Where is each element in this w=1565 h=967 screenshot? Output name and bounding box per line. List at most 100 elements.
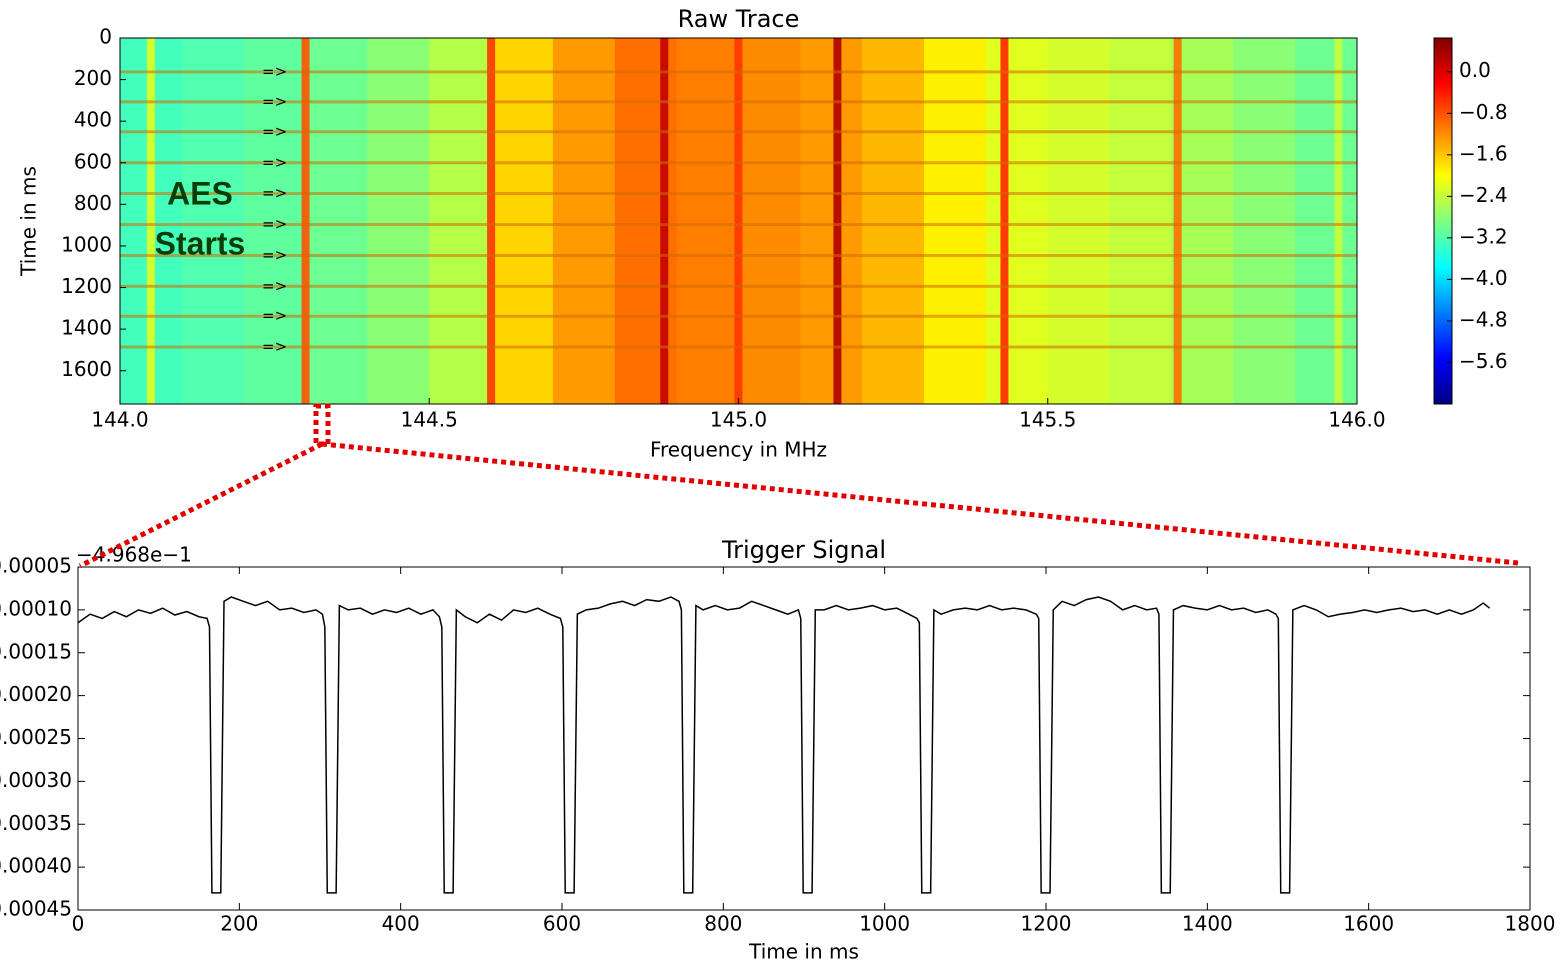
x-tick-label: 1000 <box>859 912 910 936</box>
spectrogram: => => => => => => => => => => AES Starts 144.0 144.5 1… <box>17 5 1508 462</box>
colorbar-tick-label: −2.4 <box>1459 183 1508 207</box>
aes-arrow: => <box>262 338 287 356</box>
y-tick-label: −0.00040 <box>0 854 72 878</box>
heat-cell <box>181 38 245 404</box>
y-tick-label: 1400 <box>61 316 112 340</box>
spectral-line <box>1173 38 1182 404</box>
x-tick-label: 800 <box>704 912 742 936</box>
trigger-plot: 0 200 400 600 800 1000 1200 1400 1600 1800 −0.0000… <box>0 536 1555 964</box>
heat-cell <box>429 38 492 404</box>
y-tick-label: 0 <box>99 25 112 49</box>
aes-stripe <box>120 254 1357 258</box>
spectral-line <box>301 38 310 404</box>
zoom-line <box>321 441 1519 566</box>
spectral-line <box>1334 38 1343 404</box>
colorbar-tick-label: −1.6 <box>1459 141 1508 165</box>
annotation: AES <box>167 175 233 211</box>
y-tick-label: 1000 <box>61 232 112 256</box>
heat-cell <box>738 38 801 404</box>
heat-cell <box>1233 38 1296 404</box>
y-tick-label: −0.00020 <box>0 682 72 706</box>
aes-stripe <box>120 345 1357 349</box>
aes-stripe <box>120 192 1357 196</box>
spectral-line <box>146 38 155 404</box>
x-tick-label: 1800 <box>1505 912 1556 936</box>
x-tick-label: 1400 <box>1182 912 1233 936</box>
y-tick-label: −0.00045 <box>0 897 72 921</box>
aes-arrow: => <box>262 184 287 202</box>
y-tick-label: 1200 <box>61 274 112 298</box>
x-tick-label: 1600 <box>1343 912 1394 936</box>
colorbar-tick-label: −3.2 <box>1459 224 1508 248</box>
chart-title: Trigger Signal <box>721 536 886 564</box>
zoom-box <box>313 403 331 447</box>
aes-stripe <box>120 161 1357 165</box>
x-tick-label: 145.5 <box>1019 408 1076 432</box>
heat-cell <box>243 38 307 404</box>
y-tick-label: 600 <box>74 149 112 173</box>
aes-stripe <box>120 70 1357 74</box>
heat-cell <box>367 38 430 404</box>
x-tick-label: 0 <box>72 912 85 936</box>
zoom-indicator <box>78 403 1519 569</box>
x-tick-label: 144.0 <box>91 408 148 432</box>
x-tick-label: 146.0 <box>1328 408 1385 432</box>
colorbar-tick-label: −5.6 <box>1459 349 1508 373</box>
spectral-line <box>487 38 496 404</box>
colorbar-tick-label: −4.0 <box>1459 266 1508 290</box>
colorbar-tick-label: −0.8 <box>1459 100 1508 124</box>
heat-cell <box>862 38 925 404</box>
y-axis-label: Time in ms <box>17 166 41 277</box>
aes-stripe <box>120 130 1357 134</box>
plot-frame <box>77 566 1531 911</box>
x-tick-label: 145.0 <box>710 408 767 432</box>
heat-cell <box>924 38 987 404</box>
heat-cell <box>1047 38 1111 404</box>
aes-stripe <box>120 100 1357 104</box>
y-tick-label: 400 <box>74 108 112 132</box>
aes-arrow: => <box>262 153 287 171</box>
heat-cell <box>1171 38 1234 404</box>
aes-arrow: => <box>262 277 287 295</box>
x-axis-label: Time in ms <box>748 940 859 964</box>
y-tick-label: −0.00035 <box>0 811 72 835</box>
x-tick-label: 200 <box>220 912 258 936</box>
y-tick-label: −0.00005 <box>0 554 72 578</box>
aes-arrow: => <box>262 92 287 110</box>
heat-cell <box>1295 38 1358 404</box>
y-tick-label: 1600 <box>61 357 112 381</box>
y-tick-label: 800 <box>74 191 112 215</box>
y-tick-label: 200 <box>74 66 112 90</box>
y-tick-label: −0.00015 <box>0 639 72 663</box>
zoom-line <box>78 441 324 569</box>
heat-cell <box>491 38 554 404</box>
aes-stripe <box>120 314 1357 318</box>
y-tick-label: −0.00030 <box>0 768 72 792</box>
x-axis-label: Frequency in MHz <box>650 438 827 462</box>
heat-cell <box>305 38 368 404</box>
colorbar-tick-label: 0.0 <box>1459 58 1491 82</box>
x-tick-label: 600 <box>543 912 581 936</box>
aes-arrow: => <box>262 246 287 264</box>
annotation: Starts <box>155 225 246 261</box>
colorbar-tick-label: −4.8 <box>1459 307 1508 331</box>
heat-cell <box>800 38 863 404</box>
signal-line <box>77 596 1491 894</box>
x-tick-label: 1200 <box>1021 912 1072 936</box>
aes-stripe <box>120 223 1357 227</box>
aes-stripe <box>120 284 1357 288</box>
aes-arrow: => <box>262 307 287 325</box>
spectral-line <box>660 38 669 404</box>
spectral-line <box>1000 38 1009 404</box>
colorbar <box>1433 37 1453 405</box>
offset-text: −4.968e−1 <box>76 543 192 567</box>
x-tick-label: 400 <box>382 912 420 936</box>
heat-cell <box>1109 38 1172 404</box>
x-tick-label: 144.5 <box>401 408 458 432</box>
spectral-line <box>833 38 842 404</box>
heat-cell <box>552 38 616 404</box>
aes-arrow: => <box>262 215 287 233</box>
heat-cell <box>985 38 1049 404</box>
aes-arrow: => <box>262 122 287 140</box>
